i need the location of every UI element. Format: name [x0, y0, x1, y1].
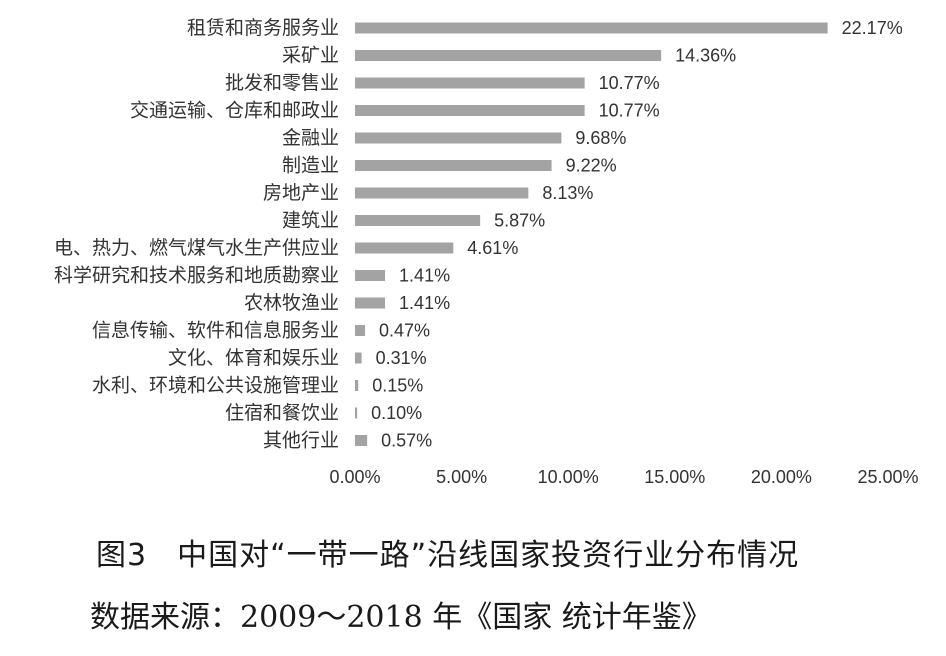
value-label: 0.47% — [379, 321, 430, 341]
value-label: 5.87% — [494, 211, 545, 231]
category-label: 文化、体育和娱乐业 — [168, 347, 339, 369]
bar — [355, 160, 552, 171]
value-label: 9.68% — [575, 128, 626, 148]
bar — [355, 325, 366, 336]
category-label: 建筑业 — [282, 210, 339, 232]
category-label: 房地产业 — [263, 182, 339, 204]
category-label: 采矿业 — [282, 45, 339, 67]
x-axis: 0.00% 5.00% 10.00% 15.00% 20.00% 25.00% — [329, 467, 918, 487]
value-label: 10.77% — [599, 101, 660, 121]
figure-title: 中国对“一带一路”沿线国家投资行业分布情况 — [177, 538, 800, 573]
category-label: 科学研究和技术服务和地质勘察业 — [54, 265, 339, 287]
category-label: 住宿和餐饮业 — [225, 402, 339, 424]
bar — [355, 187, 529, 199]
data-source-note: 数据来源：2009～2018 年《国家 统计年鉴》 — [90, 600, 712, 635]
value-label: 8.13% — [542, 183, 593, 203]
bar — [355, 105, 585, 116]
value-label: 4.61% — [467, 238, 518, 258]
value-label: 22.17% — [842, 18, 903, 38]
value-label: 14.36% — [675, 46, 736, 66]
x-tick-label: 25.00% — [857, 467, 918, 487]
category-label: 租赁和商务服务业 — [187, 17, 339, 39]
category-label: 交通运输、仓库和邮政业 — [130, 100, 339, 122]
bar — [355, 352, 362, 364]
category-label: 信息传输、软件和信息服务业 — [92, 320, 339, 342]
category-label: 农林牧渔业 — [244, 292, 339, 314]
value-label: 0.31% — [376, 348, 427, 368]
figure-number: 图3 — [96, 538, 148, 573]
x-tick-label: 20.00% — [751, 467, 812, 487]
category-label: 制造业 — [282, 155, 339, 177]
value-label: 0.15% — [372, 376, 423, 396]
bar — [355, 380, 359, 391]
bar — [355, 407, 358, 419]
bar — [355, 132, 562, 144]
x-tick-label: 0.00% — [329, 467, 380, 487]
bar — [355, 242, 454, 254]
category-label: 批发和零售业 — [225, 72, 339, 94]
bar-chart: 租赁和商务服务业 22.17% 采矿业 14.36% 批发和零售业 10.77% 交通运输、… — [54, 17, 919, 487]
bar — [355, 435, 368, 446]
category-label: 电、热力、燃气煤气水生产供应业 — [54, 237, 339, 259]
bar — [355, 215, 481, 226]
x-tick-label: 5.00% — [436, 467, 487, 487]
bar — [355, 270, 386, 281]
bars-layer: 租赁和商务服务业 22.17% 采矿业 14.36% 批发和零售业 10.77% 交通运输、… — [54, 17, 903, 452]
x-tick-label: 15.00% — [644, 467, 705, 487]
category-label: 水利、环境和公共设施管理业 — [92, 375, 339, 397]
x-tick-label: 10.00% — [538, 467, 599, 487]
value-label: 10.77% — [599, 73, 660, 93]
value-label: 0.57% — [381, 431, 432, 451]
bar — [355, 22, 828, 34]
value-label: 9.22% — [566, 156, 617, 176]
bar — [355, 50, 662, 61]
value-label: 1.41% — [399, 293, 450, 313]
category-label: 其他行业 — [263, 430, 339, 452]
value-label: 0.10% — [371, 403, 422, 423]
figure-caption: 图3 中国对“一带一路”沿线国家投资行业分布情况 — [96, 530, 799, 574]
value-label: 1.41% — [399, 266, 450, 286]
category-label: 金融业 — [282, 127, 339, 149]
bar — [355, 77, 585, 89]
bar — [355, 297, 386, 309]
